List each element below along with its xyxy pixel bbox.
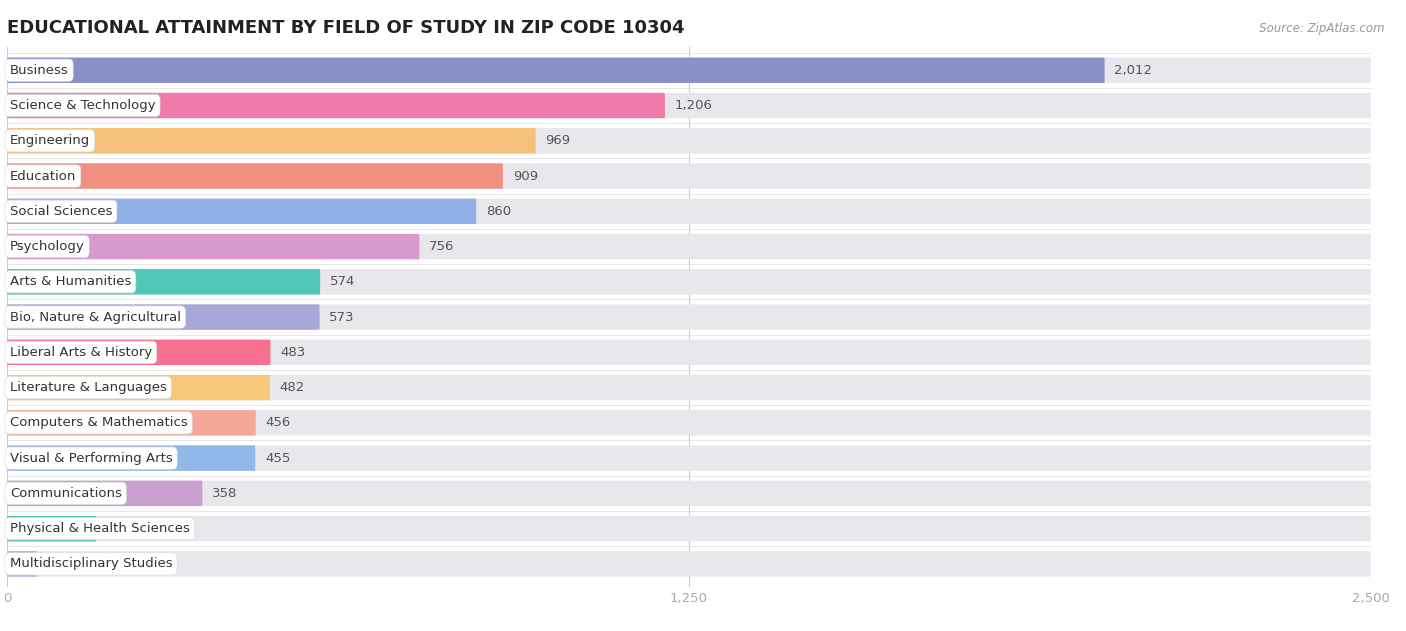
Text: 909: 909 [513, 170, 538, 182]
FancyBboxPatch shape [7, 375, 1371, 400]
Text: Communications: Communications [10, 487, 122, 500]
FancyBboxPatch shape [7, 339, 270, 365]
FancyBboxPatch shape [7, 93, 1371, 118]
Text: 860: 860 [486, 205, 512, 218]
FancyBboxPatch shape [7, 410, 256, 435]
Text: 456: 456 [266, 416, 291, 429]
FancyBboxPatch shape [7, 163, 503, 189]
FancyBboxPatch shape [7, 57, 1371, 83]
FancyBboxPatch shape [7, 163, 1371, 189]
FancyBboxPatch shape [7, 234, 419, 259]
FancyBboxPatch shape [7, 199, 477, 224]
Text: Literature & Languages: Literature & Languages [10, 381, 167, 394]
Text: 969: 969 [546, 134, 571, 147]
FancyBboxPatch shape [7, 304, 319, 330]
Text: Science & Technology: Science & Technology [10, 99, 156, 112]
Text: Liberal Arts & History: Liberal Arts & History [10, 346, 152, 359]
Text: Arts & Humanities: Arts & Humanities [10, 275, 131, 288]
FancyBboxPatch shape [7, 445, 1371, 471]
Text: 455: 455 [266, 452, 291, 464]
FancyBboxPatch shape [7, 128, 1371, 153]
Text: Social Sciences: Social Sciences [10, 205, 112, 218]
Text: 574: 574 [330, 275, 356, 288]
FancyBboxPatch shape [7, 516, 97, 541]
FancyBboxPatch shape [7, 375, 270, 400]
Text: Bio, Nature & Agricultural: Bio, Nature & Agricultural [10, 310, 181, 324]
FancyBboxPatch shape [7, 128, 536, 153]
FancyBboxPatch shape [7, 57, 1105, 83]
Text: 1,206: 1,206 [675, 99, 713, 112]
Text: 358: 358 [212, 487, 238, 500]
Text: Psychology: Psychology [10, 240, 84, 253]
FancyBboxPatch shape [7, 199, 1371, 224]
Text: 756: 756 [429, 240, 454, 253]
Text: Engineering: Engineering [10, 134, 90, 147]
Text: Source: ZipAtlas.com: Source: ZipAtlas.com [1260, 22, 1385, 35]
Text: 482: 482 [280, 381, 305, 394]
Text: Education: Education [10, 170, 76, 182]
Text: 573: 573 [329, 310, 354, 324]
Text: Visual & Performing Arts: Visual & Performing Arts [10, 452, 173, 464]
FancyBboxPatch shape [7, 410, 1371, 435]
FancyBboxPatch shape [7, 269, 321, 295]
Text: Physical & Health Sciences: Physical & Health Sciences [10, 522, 190, 535]
FancyBboxPatch shape [7, 304, 1371, 330]
Text: EDUCATIONAL ATTAINMENT BY FIELD OF STUDY IN ZIP CODE 10304: EDUCATIONAL ATTAINMENT BY FIELD OF STUDY… [7, 20, 685, 37]
Text: Multidisciplinary Studies: Multidisciplinary Studies [10, 557, 173, 570]
FancyBboxPatch shape [7, 481, 202, 506]
FancyBboxPatch shape [7, 234, 1371, 259]
Text: 164: 164 [107, 522, 132, 535]
FancyBboxPatch shape [7, 339, 1371, 365]
Text: 2,012: 2,012 [1115, 64, 1153, 77]
Text: Business: Business [10, 64, 69, 77]
FancyBboxPatch shape [7, 269, 1371, 295]
FancyBboxPatch shape [7, 93, 665, 118]
FancyBboxPatch shape [7, 516, 1371, 541]
FancyBboxPatch shape [7, 551, 1371, 577]
Text: Computers & Mathematics: Computers & Mathematics [10, 416, 187, 429]
FancyBboxPatch shape [7, 445, 256, 471]
FancyBboxPatch shape [7, 481, 1371, 506]
Text: 55: 55 [46, 557, 63, 570]
FancyBboxPatch shape [7, 551, 37, 577]
Text: 483: 483 [280, 346, 305, 359]
